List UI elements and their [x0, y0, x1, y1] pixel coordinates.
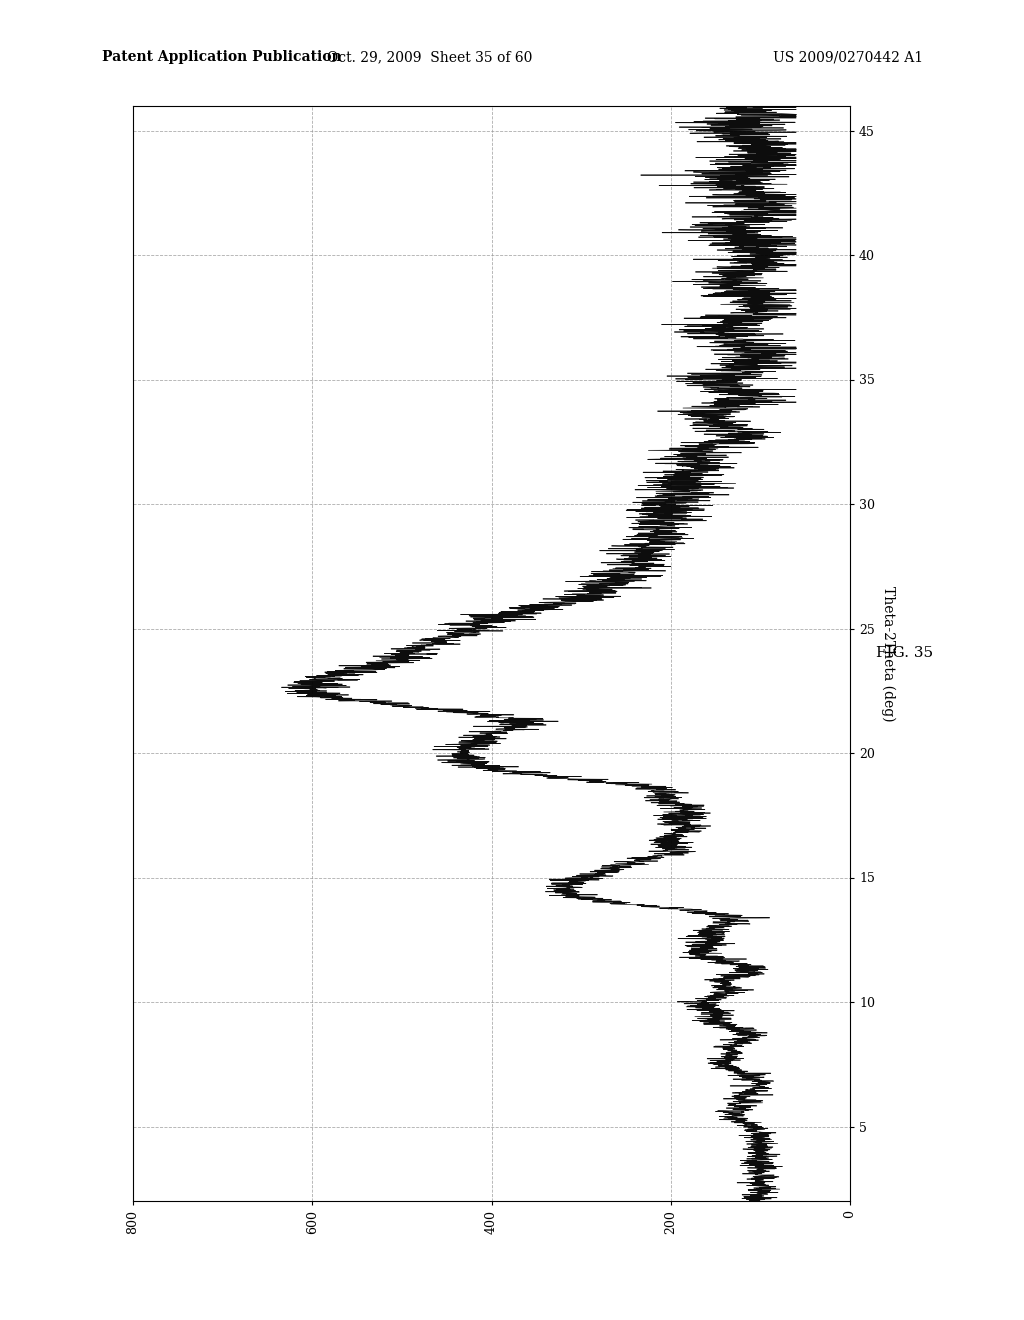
Y-axis label: Theta-2Theta (deg): Theta-2Theta (deg)	[882, 586, 896, 721]
Text: US 2009/0270442 A1: US 2009/0270442 A1	[773, 50, 924, 65]
Text: Oct. 29, 2009  Sheet 35 of 60: Oct. 29, 2009 Sheet 35 of 60	[328, 50, 532, 65]
Text: FIG. 35: FIG. 35	[876, 647, 933, 660]
Text: Patent Application Publication: Patent Application Publication	[102, 50, 342, 65]
